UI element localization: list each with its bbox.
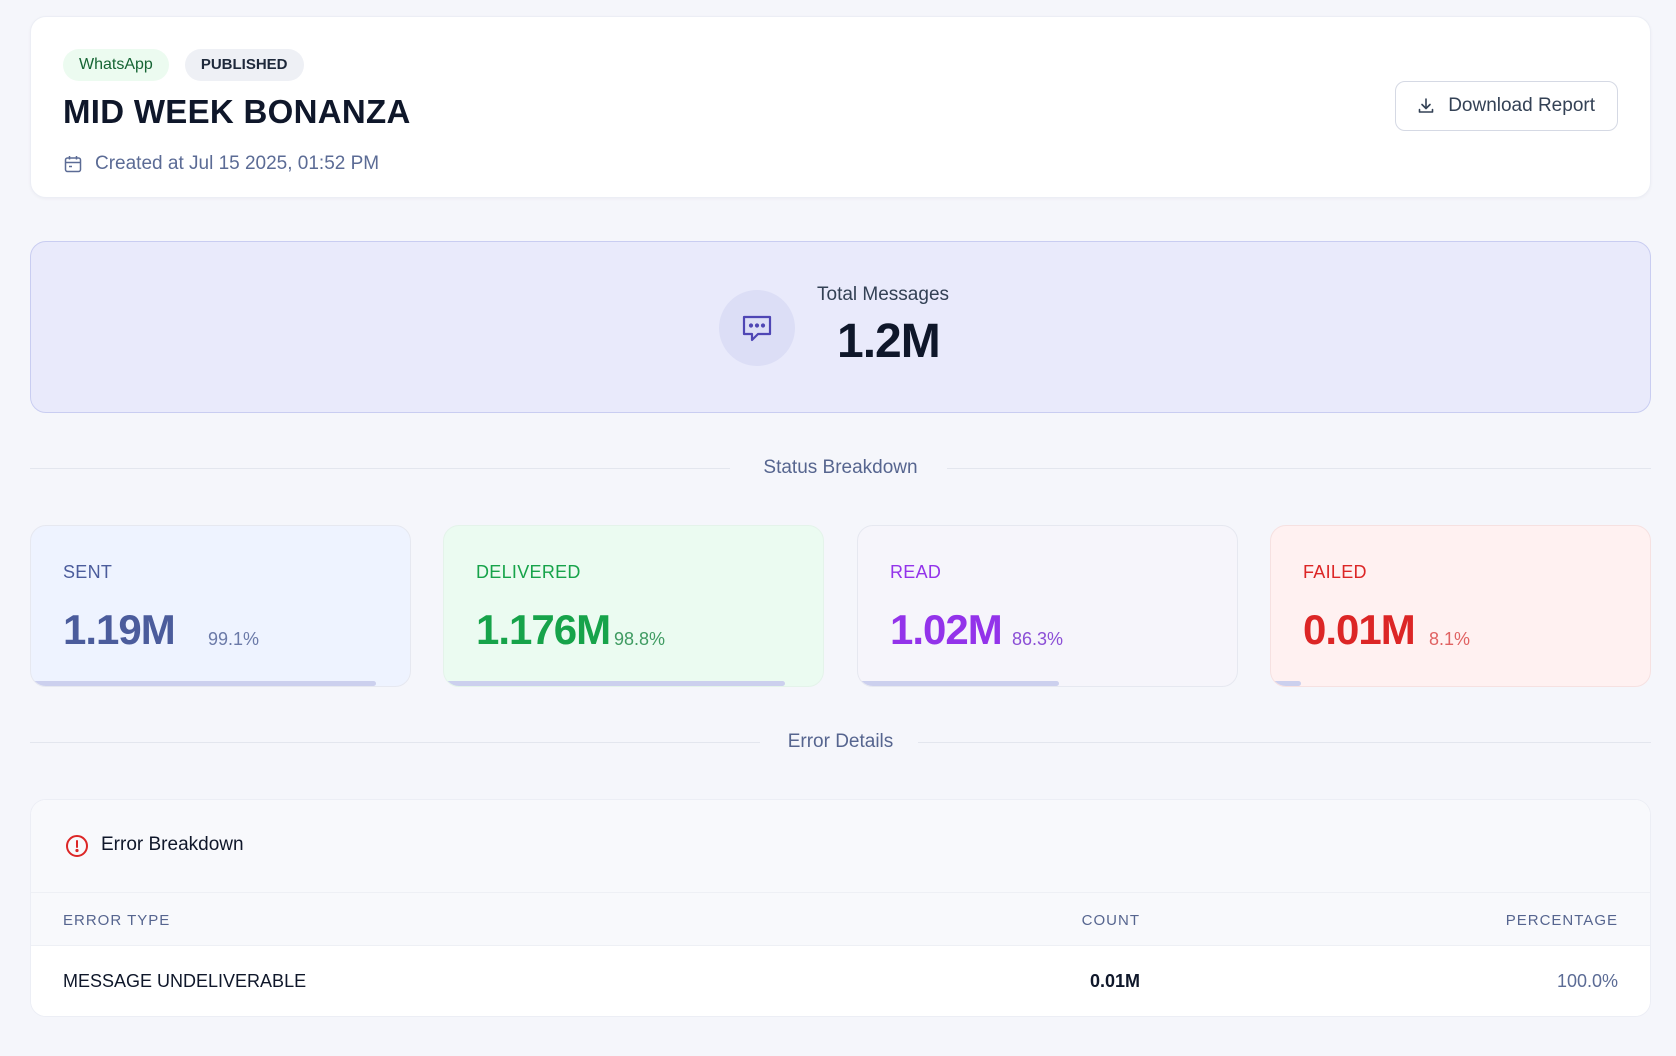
status-value: 0.01M <box>1303 606 1416 653</box>
status-percent: 99.1% <box>208 629 260 649</box>
campaign-title: MID WEEK BONANZA <box>63 93 411 130</box>
status-label: DELIVERED <box>476 562 581 582</box>
created-at-row: Created at Jul 15 2025, 01:52 PM <box>63 153 379 175</box>
table-row: MESSAGE UNDELIVERABLE 0.01M 100.0% <box>31 946 1650 1016</box>
channel-badge: WhatsApp <box>63 49 169 81</box>
error-breakdown-card: Error Breakdown ERROR TYPE COUNT PERCENT… <box>30 799 1651 1017</box>
badge-row: WhatsApp PUBLISHED <box>63 49 304 81</box>
total-messages-card: Total Messages 1.2M <box>30 241 1651 413</box>
alert-circle-icon <box>66 835 88 857</box>
total-messages-value: 1.2M <box>837 315 941 368</box>
error-table-header: ERROR TYPE COUNT PERCENTAGE <box>31 892 1650 946</box>
error-breakdown-title: Error Breakdown <box>101 834 244 855</box>
error-details-divider: Error Details <box>30 731 1651 755</box>
status-card-sent: SENT 1.19M 99.1% <box>30 525 411 687</box>
created-at-text: Created at Jul 15 2025, 01:52 PM <box>95 153 380 174</box>
calendar-icon <box>64 156 82 173</box>
status-progress-bar <box>1271 681 1302 686</box>
error-count-cell: 0.01M <box>1089 971 1140 991</box>
status-value: 1.176M <box>476 606 611 653</box>
status-percent: 98.8% <box>614 629 666 649</box>
error-percentage-cell: 100.0% <box>1556 971 1618 991</box>
status-value: 1.02M <box>890 606 1003 653</box>
status-progress-bar <box>444 681 786 686</box>
status-badge: PUBLISHED <box>184 49 304 81</box>
campaign-header-card: WhatsApp PUBLISHED MID WEEK BONANZA Crea… <box>30 16 1651 198</box>
download-icon <box>1418 98 1434 113</box>
status-progress-bar <box>858 681 1059 686</box>
status-percent: 8.1% <box>1429 629 1471 649</box>
status-progress-bar <box>31 681 376 686</box>
total-messages-label: Total Messages <box>817 284 950 305</box>
error-breakdown-header: Error Breakdown <box>31 800 1650 892</box>
status-label: READ <box>890 562 942 582</box>
status-label: FAILED <box>1303 562 1367 582</box>
column-header-error-type: ERROR TYPE <box>63 912 171 929</box>
total-messages-icon-wrap <box>719 290 795 366</box>
status-breakdown-divider: Status Breakdown <box>30 457 1651 481</box>
column-header-percentage: PERCENTAGE <box>1505 912 1618 929</box>
status-label: SENT <box>63 562 113 582</box>
column-header-count: COUNT <box>1081 912 1140 929</box>
error-details-heading: Error Details <box>787 731 894 752</box>
message-icon <box>742 315 772 342</box>
download-report-button[interactable]: Download Report <box>1395 81 1618 131</box>
status-card-delivered: DELIVERED 1.176M 98.8% <box>443 525 824 687</box>
status-breakdown-heading: Status Breakdown <box>763 457 918 478</box>
status-value: 1.19M <box>63 606 176 653</box>
status-card-failed: FAILED 0.01M 8.1% <box>1270 525 1651 687</box>
error-type-cell: MESSAGE UNDELIVERABLE <box>63 971 307 991</box>
download-report-label: Download Report <box>1448 95 1595 116</box>
status-card-read: READ 1.02M 86.3% <box>857 525 1238 687</box>
status-percent: 86.3% <box>1012 629 1064 649</box>
